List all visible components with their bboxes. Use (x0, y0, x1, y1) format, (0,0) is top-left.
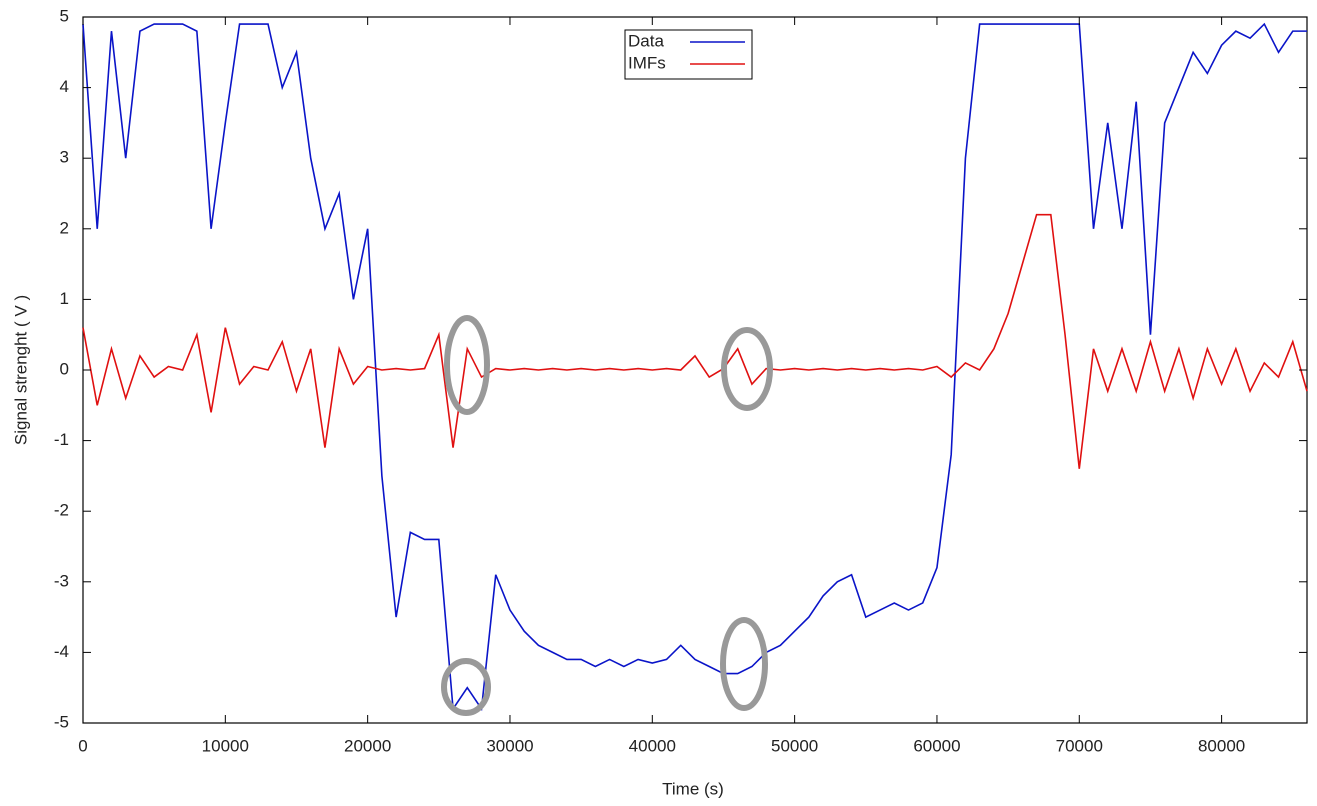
annotations (441, 315, 773, 716)
highlight-ellipse (441, 658, 491, 716)
x-tick-label: 40000 (629, 736, 676, 755)
y-tick-label: -3 (54, 571, 69, 590)
y-axis-label: Signal strenght ( V ) (11, 295, 30, 445)
x-tick-label: 60000 (913, 736, 960, 755)
x-tick-label: 30000 (486, 736, 533, 755)
y-tick-label: -1 (54, 430, 69, 449)
x-tick-label: 80000 (1198, 736, 1245, 755)
x-tick-label: 0 (78, 736, 87, 755)
x-tick-label: 50000 (771, 736, 818, 755)
series-line (82, 213, 1308, 469)
x-tick-label: 70000 (1056, 736, 1103, 755)
x-tick-label: 20000 (344, 736, 391, 755)
legend-label: IMFs (628, 53, 666, 72)
y-tick-label: 2 (60, 218, 69, 237)
series-line (82, 22, 1307, 712)
y-tick-label: -4 (54, 642, 69, 661)
legend-label: Data (628, 31, 664, 50)
y-tick-label: 4 (60, 77, 69, 96)
legend (624, 29, 753, 80)
y-tick-label: 3 (60, 148, 69, 167)
y-tick-label: -5 (54, 712, 69, 731)
x-axis-label: Time (s) (662, 779, 724, 798)
y-tick-label: -2 (54, 501, 69, 520)
highlight-ellipse (720, 617, 768, 711)
x-tick-label: 10000 (202, 736, 249, 755)
series-layer (82, 22, 1308, 712)
highlight-ellipse (444, 315, 490, 415)
y-tick-label: 5 (60, 6, 69, 25)
y-tick-label: 0 (60, 359, 69, 378)
y-tick-label: 1 (60, 289, 69, 308)
highlight-ellipse (721, 327, 773, 411)
